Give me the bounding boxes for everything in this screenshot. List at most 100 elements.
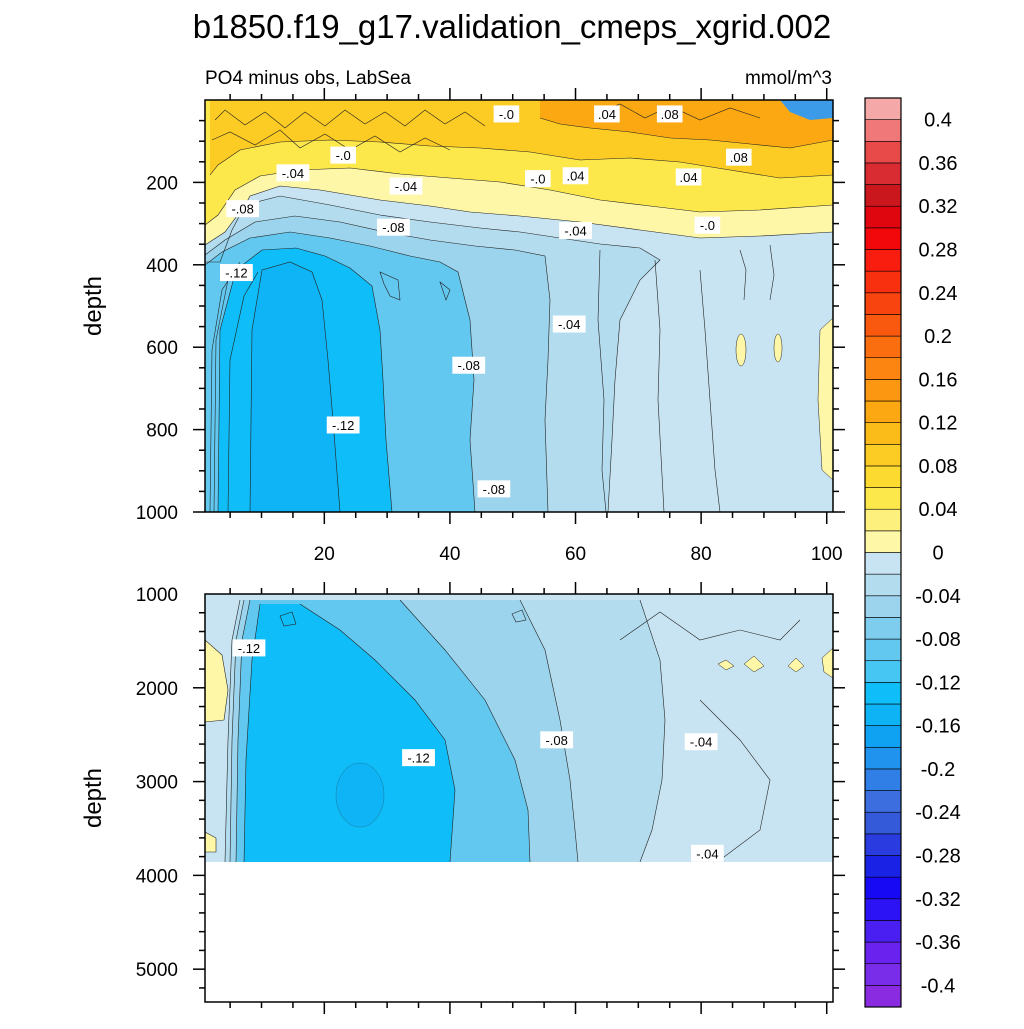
colorbar-box [864,768,902,791]
lower-y-ticks [193,612,845,989]
colorbar-label: 0.4 [924,110,952,132]
lower-y-tick-label: 2000 [136,679,178,700]
contour-upper-18 [379,271,401,301]
contour-label-box [389,177,423,195]
contour-label-box [675,168,702,186]
contour-upper-10 [213,279,229,512]
colorbar-box [864,638,902,662]
colorbar-label: 0.24 [919,283,958,305]
upper-x-tick-label: 20 [314,544,335,565]
upper-y-ticks [193,119,845,513]
colorbar-box [864,443,902,467]
contour-lower-11 [511,609,527,623]
colorbar-box [864,811,902,835]
fill-upper-blob-1 [735,333,747,367]
upper-x-tick-label: 60 [565,544,586,565]
fill-upper-neg-4 [218,248,392,512]
colorbar-box [864,379,902,402]
colorbar-label: -0.04 [915,586,961,608]
colorbar-box [864,465,902,488]
fill-lower-pos-blob-2 [205,831,217,853]
colorbar-box [864,205,902,229]
lower-x-ticks [229,582,828,1014]
colorbar-box [864,400,902,423]
colorbar-box [864,227,902,250]
contour-label-box [330,146,356,164]
upper-y-tick-label: 600 [146,338,178,359]
colorbar-box [864,184,902,207]
colorbar-label: -0.28 [915,846,961,868]
fill-upper-blob-2 [773,333,783,363]
upper-x-tick-label: 80 [691,544,712,565]
colorbar-box [864,530,902,553]
contour-label-box [220,264,253,282]
colorbar-label: -0.24 [915,802,961,824]
colorbar-box [864,357,902,380]
contour-upper-20 [739,249,747,301]
contour-label-box [276,164,310,182]
colorbar-box [864,422,902,445]
colorbar-boxes [864,97,902,1008]
colorbar-label: 0.36 [919,153,958,175]
upper-y-tick-label: 800 [146,421,178,442]
contour-upper-16 [211,129,451,153]
contour-label-box [594,105,620,123]
upper-y-tick-label: 400 [146,256,178,277]
contour-lower-9 [699,699,771,861]
contour-upper-19 [439,281,451,301]
contour-label: -.08 [458,358,480,373]
colorbar-box [864,508,902,532]
upper-x-tick-label: 100 [811,544,843,565]
colorbar-label: -0.12 [915,672,961,694]
colorbar-box [864,682,902,705]
upper-y-tick-label: 1000 [136,503,178,524]
colorbar-box [864,270,902,294]
contour-label-box [726,148,752,166]
contour-upper-1 [205,167,833,226]
contour-lower-4 [639,599,666,863]
contour-lower-1 [229,599,245,863]
colorbar-box [864,855,902,878]
contour-label-box [326,416,360,434]
fill-lower-pos-blob-5 [787,657,805,673]
contour-lower-2 [235,599,251,863]
lower-contour-lines [224,599,801,863]
colorbar-box [864,314,902,337]
upper-contour-labels: -.0 .04 .08 -.0 .08 -.04 -.0 .04 .04 -.04 -.08 -.08… [220,105,752,498]
contour-upper-2 [209,139,833,179]
colorbar-box [864,292,902,315]
colorbar-label: -0.32 [915,889,961,911]
contour-label-box [525,170,551,188]
colorbar-label: -0.2 [921,759,955,781]
contour-upper-14 [597,249,607,512]
fill-lower-pos-blob-6 [821,647,833,679]
contour-label: -.08 [382,220,404,235]
upper-y-axis-label: depth [80,276,107,336]
colorbar-box [864,746,902,770]
colorbar-box [864,660,902,683]
contour-lower-0 [224,599,241,863]
contour-label: .04 [598,107,616,122]
contour-lower-6 [399,599,531,863]
colorbar-label: 0.28 [919,240,958,262]
contour-label: -.04 [558,317,580,332]
contour-upper-8 [249,261,341,512]
contour-label: -.0 [336,148,351,163]
upper-x-ticks [229,88,828,524]
contour-lower-10 [279,611,297,627]
contour-label: -.12 [332,418,354,433]
colorbar-box [864,162,902,185]
colorbar-box [864,876,902,900]
fill-lower-neg-4 [244,604,455,862]
colorbar-label: -0.08 [915,629,961,651]
contour-label-box [562,167,589,185]
contour-upper-5 [205,215,551,512]
colorbar-box [864,335,902,359]
colorbar-box [864,790,902,813]
contour-label-box [656,105,683,123]
contour-label: .04 [680,170,698,185]
upper-y-tick-labels: 200 400 600 800 1000 [136,173,178,524]
colorbar-label: 0.12 [919,413,958,435]
contour-lower-7 [299,603,456,863]
